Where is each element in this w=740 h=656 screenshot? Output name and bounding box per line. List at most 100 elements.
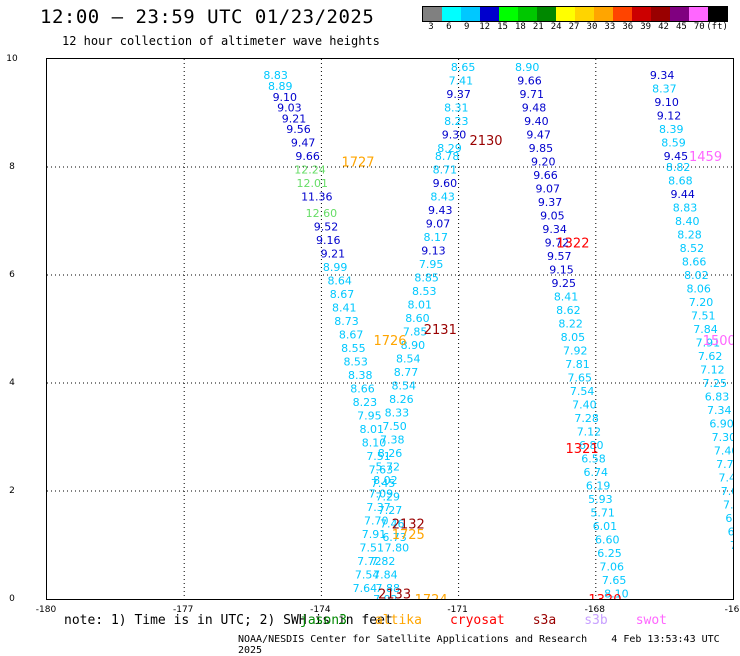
wave-height-value: 7.25 <box>702 377 727 390</box>
wave-height-value: 8.29 <box>437 142 462 155</box>
wave-height-value: 8.22 <box>558 318 583 331</box>
wave-height-value: 8.17 <box>423 231 448 244</box>
wave-height-value: 9.66 <box>533 169 558 182</box>
color-swatch <box>537 7 556 21</box>
wave-height-value: 6.19 <box>586 480 611 493</box>
wave-height-value: 7.06 <box>600 561 625 574</box>
wave-height-value: 9.15 <box>549 264 574 277</box>
color-swatch-label: 30 <box>586 22 598 32</box>
wave-height-value: 9.37 <box>446 88 471 101</box>
wave-height-value: 9.03 <box>277 102 302 115</box>
wave-height-value: 7.72 <box>357 555 382 568</box>
wave-height-value: 9.66 <box>295 150 320 163</box>
satellite-legend-item: s3a <box>532 613 557 628</box>
wave-height-value: 9.43 <box>428 204 453 217</box>
color-swatch <box>689 7 708 21</box>
wave-height-value: 9.48 <box>522 102 547 115</box>
wave-height-value: 8.65 <box>451 61 476 74</box>
wave-height-value: 8.53 <box>343 355 368 368</box>
wave-height-value: 8.54 <box>396 353 421 366</box>
color-swatch-label: 36 <box>622 22 634 32</box>
color-swatch <box>613 7 632 21</box>
wave-height-value: 8.37 <box>652 83 677 96</box>
wave-height-value: 7.81 <box>565 358 590 371</box>
wave-height-value: 8.31 <box>444 102 469 115</box>
pass-time-label: 1726 <box>373 334 406 349</box>
page-subtitle: 12 hour collection of altimeter wave hei… <box>62 34 380 48</box>
wave-height-value: 6.25 <box>597 547 622 560</box>
wave-height-value: 7.73 <box>732 553 733 566</box>
wave-height-value: 9.10 <box>654 96 679 109</box>
wave-height-value: 7.95 <box>419 258 444 271</box>
wave-height-value: 7.91 <box>696 337 721 350</box>
wave-height-value: 7.70 <box>364 515 389 528</box>
credit-text: NOAA/NESDIS Center for Satellite Applica… <box>238 634 588 645</box>
wave-height-value: 8.10 <box>604 588 629 599</box>
color-swatch <box>670 7 689 21</box>
wave-height-value: 6.73 <box>382 531 407 544</box>
wave-height-value: 8.06 <box>686 283 711 296</box>
wave-height-value: 7.51 <box>359 542 384 555</box>
wave-height-value: 9.40 <box>524 115 549 128</box>
wave-height-value: 7.72 <box>716 458 733 471</box>
wave-height-value: 8.02 <box>684 269 709 282</box>
wave-height-value: 8.28 <box>677 229 702 242</box>
color-swatch <box>442 7 461 21</box>
wave-height-value: 9.47 <box>526 129 551 142</box>
pass-time-label: 2131 <box>424 323 457 338</box>
wave-height-value: 8.54 <box>391 380 416 393</box>
wave-height-value: 7.65 <box>602 574 627 587</box>
satellite-legend-item: jason3 <box>300 613 347 628</box>
wave-height-value: 8.02 <box>373 474 398 487</box>
color-scale-labels: 3 6 9 12 15 18 21 24 27 30 33 36 39 42 45 70 (ft) <box>422 22 728 32</box>
color-swatch <box>423 7 442 21</box>
wave-height-value: 7.54 <box>355 569 380 582</box>
footer-credit: NOAA/NESDIS Center for Satellite Applica… <box>238 634 740 656</box>
wave-height-value: 7.85 <box>403 326 428 339</box>
wave-height-value: 6.83 <box>705 391 730 404</box>
pass-time-label: 1320 <box>588 593 621 599</box>
wave-height-value: 5.72 <box>375 461 400 474</box>
wave-height-value: 8.77 <box>394 366 419 379</box>
wave-height-value: 7.27 <box>378 504 403 517</box>
wave-height-value: 9.66 <box>517 75 542 88</box>
wave-height-value: 7.84 <box>693 323 718 336</box>
wave-height-map: 8.83 8.89 9.10 9.03 9.21 9.56 9.47 9.66 12.24 12.… <box>46 58 734 600</box>
wave-height-value: 8.38 <box>348 369 373 382</box>
color-swatch-label: 3 <box>428 22 434 32</box>
wave-height-value: 6.36 <box>728 526 733 539</box>
wave-height-value: 8.82 <box>666 161 691 174</box>
color-swatch-label: 27 <box>568 22 580 32</box>
wave-height-value: 7.51 <box>366 450 391 463</box>
y-tick-label: 6 <box>9 270 15 280</box>
wave-height-value: 8.05 <box>561 331 586 344</box>
wave-height-value: 8.67 <box>330 288 355 301</box>
wave-height-value: 7.34 <box>707 404 732 417</box>
wave-height-value: 12.60 <box>306 207 338 220</box>
wave-height-value: 6.80 <box>579 439 604 452</box>
pass-time-label: 1321 <box>566 442 599 457</box>
wave-height-value: 7.08 <box>721 485 733 498</box>
color-swatch-label: 42 <box>658 22 669 32</box>
pass-time-label: 2130 <box>469 134 502 149</box>
color-swatch-label: 24 <box>550 22 562 32</box>
wave-height-value: 8.68 <box>668 175 693 188</box>
wave-height-value: 8.53 <box>412 285 437 298</box>
wave-height-value: 9.13 <box>421 245 446 258</box>
wave-height-value: 8.23 <box>353 396 378 409</box>
wave-height-value: 8.64 <box>327 274 352 287</box>
x-tick-label: -16 <box>725 605 740 615</box>
wave-height-value: 9.34 <box>650 69 675 82</box>
wave-height-value: 9.72 <box>545 237 570 250</box>
wave-height-value: 7.88 <box>375 582 400 595</box>
color-swatch-label: 39 <box>640 22 652 32</box>
wave-height-value: 8.78 <box>435 150 460 163</box>
wave-height-value: 7.29 <box>375 490 400 503</box>
wave-height-value: 7.91 <box>362 528 387 541</box>
color-swatch-label: 9 <box>464 22 470 32</box>
wave-height-value: 7.12 <box>700 364 725 377</box>
wave-height-value: 6.60 <box>595 534 620 547</box>
wave-height-value: 7.95 <box>357 409 382 422</box>
y-tick-label: 4 <box>9 378 15 388</box>
wave-height-value: 7.50 <box>382 420 407 433</box>
